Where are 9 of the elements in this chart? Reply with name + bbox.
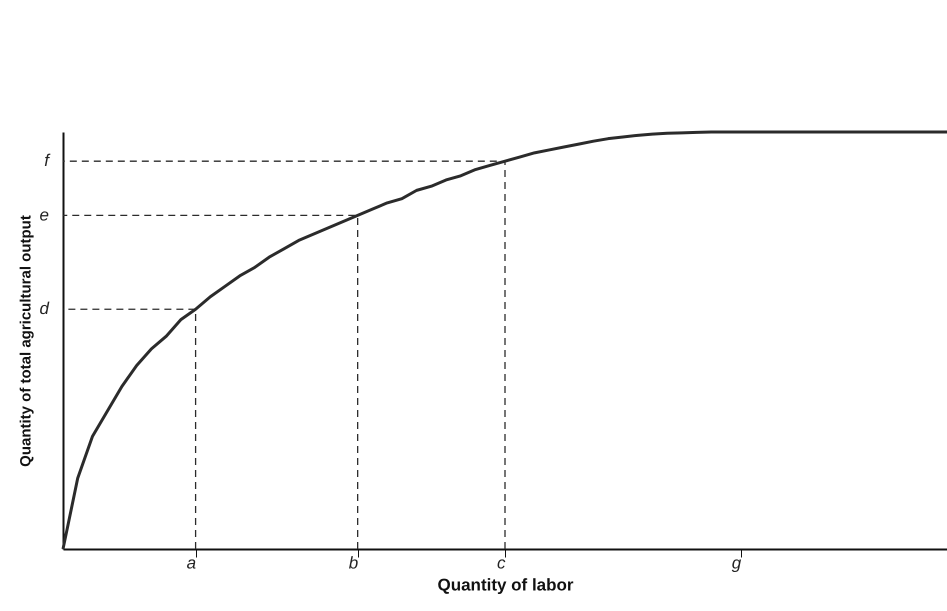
x-tick-label: g [732, 554, 742, 572]
x-tick-label: c [497, 554, 506, 572]
x-tick-label: b [348, 554, 358, 572]
ref-line-label: e [40, 205, 49, 224]
x-tick-label: a [186, 554, 196, 572]
ref-line-label: f [44, 151, 52, 170]
x-axis-title: Quantity of labor [438, 576, 574, 594]
ref-line-label: d [40, 299, 50, 318]
y-axis-title: Quantity of total agricultural output [18, 215, 34, 467]
